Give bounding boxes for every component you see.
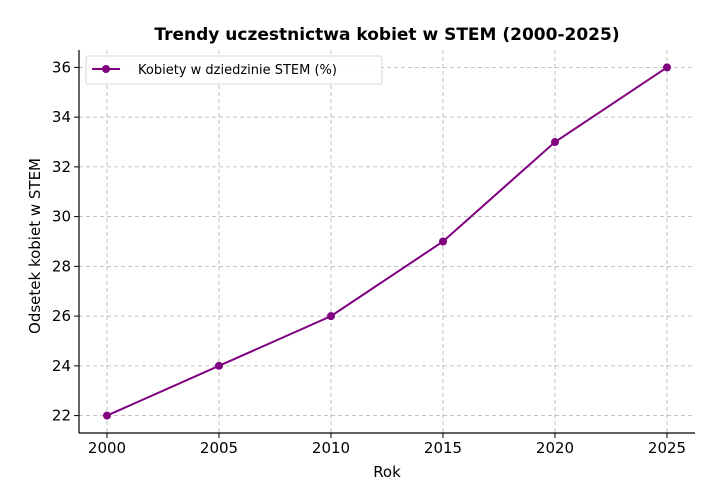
x-tick-label: 2025 <box>648 439 686 457</box>
y-tick-label: 22 <box>52 407 71 425</box>
data-point <box>551 138 559 147</box>
y-axis-label: Odsetek kobiet w STEM <box>26 158 44 334</box>
x-tick-label: 2020 <box>536 439 574 457</box>
legend-box <box>85 55 383 85</box>
legend-label: Kobiety w dziedzinie STEM (%) <box>138 63 337 78</box>
x-tick-label: 2010 <box>312 439 350 457</box>
x-axis-label: Rok <box>373 463 401 481</box>
y-tick-label: 26 <box>52 307 71 325</box>
series-layer <box>103 63 671 420</box>
y-tick-label: 34 <box>52 108 71 126</box>
data-point <box>663 63 671 72</box>
x-tick-label: 2005 <box>200 439 238 457</box>
x-tick-label: 2015 <box>424 439 462 457</box>
axes-spines <box>78 50 695 434</box>
series-line <box>106 66 668 417</box>
data-point <box>439 237 447 246</box>
y-tick-label: 36 <box>52 58 71 76</box>
axis-ticks <box>74 66 668 438</box>
data-point <box>327 312 335 321</box>
data-point <box>215 361 223 370</box>
y-tick-label: 28 <box>52 257 71 275</box>
y-tick-label: 32 <box>52 158 71 176</box>
grid <box>79 50 695 433</box>
x-tick-labels: 2000 2005 2010 2015 2020 2025 <box>88 439 686 457</box>
y-tick-label: 24 <box>52 357 71 375</box>
legend: Kobiety w dziedzinie STEM (%) <box>85 55 383 85</box>
legend-marker-icon <box>102 65 110 73</box>
y-tick-labels: 22 24 26 28 30 32 34 36 <box>52 58 71 424</box>
chart-title: Trendy uczestnictwa kobiet w STEM (2000-… <box>154 25 619 45</box>
x-tick-label: 2000 <box>88 439 126 457</box>
data-point <box>103 411 111 420</box>
y-tick-label: 30 <box>52 208 71 226</box>
